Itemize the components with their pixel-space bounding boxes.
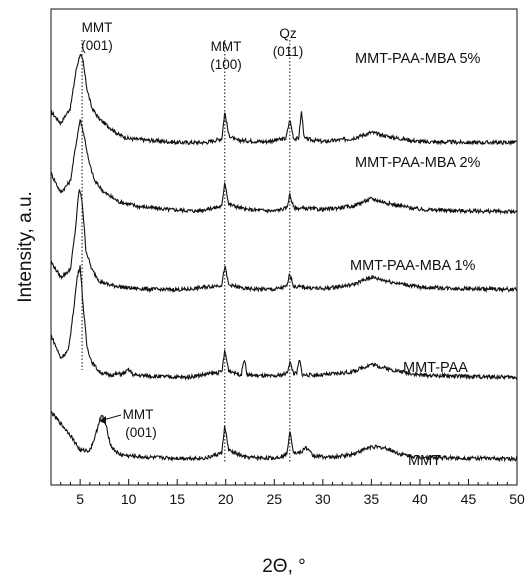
y-axis-title: Intensity, a.u. (15, 191, 36, 303)
series-line-3 (50, 265, 518, 381)
series-line-0 (50, 53, 518, 147)
series-line-2 (50, 189, 518, 294)
annotations: MMT (001) MMT (100) Qz (011) MMT (001) (81, 20, 303, 440)
annotation-1: (001) (81, 38, 113, 53)
annotation-0: MMT (82, 20, 113, 35)
x-tick-label-25: 25 (267, 491, 283, 507)
annotation-7: (001) (125, 425, 157, 440)
annotation-arrow-head (99, 416, 106, 424)
x-tick-label-45: 45 (461, 491, 477, 507)
annotation-5: (011) (273, 44, 304, 59)
series-group (50, 53, 518, 463)
series-label-0: MMT-PAA-MBA 5% (355, 51, 481, 67)
series-label-3: MMT-PAA (403, 360, 468, 376)
x-tick-label-40: 40 (412, 491, 428, 507)
plot-frame (50, 8, 518, 486)
reference-lines (81, 40, 291, 462)
x-tick-label-20: 20 (218, 491, 234, 507)
x-tick-label-15: 15 (169, 491, 185, 507)
series-labels: MMT-PAA-MBA 5% MMT-PAA-MBA 2% MMT-PAA-MBA … (350, 51, 481, 469)
x-tick-label-10: 10 (121, 491, 137, 507)
series-line-4 (50, 410, 518, 463)
x-ticks: 5 10 15 20 25 30 35 40 45 50 (60, 479, 525, 507)
x-tick-label-30: 30 (315, 491, 331, 507)
x-tick-label-50: 50 (509, 491, 525, 507)
x-tick-label-5: 5 (76, 491, 84, 507)
series-label-1: MMT-PAA-MBA 2% (355, 155, 481, 171)
series-label-4: MMT (408, 453, 441, 469)
axes (50, 8, 518, 486)
x-axis-title: 2Θ, ° (262, 556, 306, 576)
annotation-4: Qz (279, 26, 297, 41)
annotation-6: MMT (123, 407, 154, 422)
series-label-2: MMT-PAA-MBA 1% (350, 258, 476, 274)
annotation-3: (100) (210, 57, 242, 72)
series-line-1 (50, 118, 518, 215)
x-tick-label-35: 35 (364, 491, 380, 507)
annotation-2: MMT (211, 39, 242, 54)
